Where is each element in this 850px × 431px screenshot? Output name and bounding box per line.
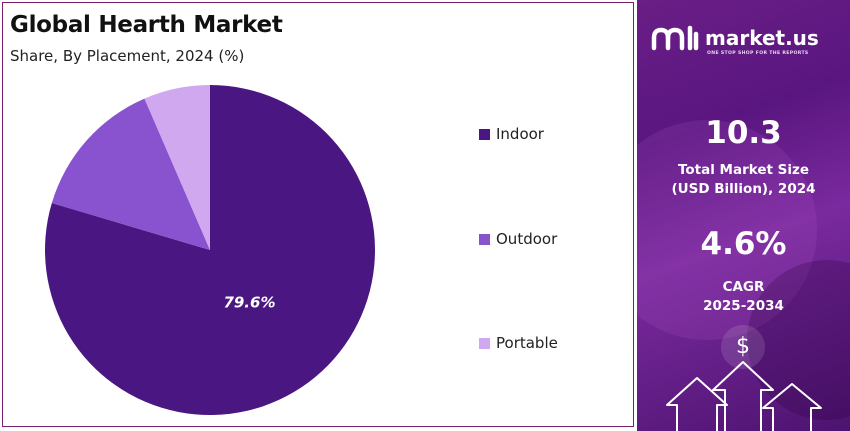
chart-title: Global Hearth Market (10, 12, 283, 38)
up-arrow-icon (666, 361, 822, 431)
legend-swatch-outdoor (479, 233, 490, 245)
up-arrow-icon (762, 383, 822, 431)
brand-tagline: ONE STOP SHOP FOR THE REPORTS (707, 51, 809, 56)
pie-chart: 79.6% (45, 85, 376, 416)
pie-slice-outdoor (51, 98, 211, 250)
pie-data-label-indoor: 79.6% (223, 293, 275, 311)
market-us-logo-icon (651, 25, 699, 51)
legend-item-indoor: Indoor (479, 125, 544, 143)
legend-label-indoor: Indoor (496, 125, 544, 143)
cagr-period: 2025-2034 (703, 298, 784, 314)
brand-name: market.us (705, 26, 819, 50)
chart-subtitle: Share, By Placement, 2024 (%) (10, 47, 245, 65)
stats-sidebar: market.us ONE STOP SHOP FOR THE REPORTS … (637, 0, 850, 431)
cagr-label: CAGR (722, 279, 765, 295)
market-size-label-unit: (USD Billion), 2024 (671, 181, 816, 197)
legend-swatch-portable (479, 337, 490, 349)
cagr-value: 4.6% (700, 226, 787, 262)
pie-slice-indoor (45, 85, 376, 416)
up-arrow-icon (712, 361, 774, 431)
growth-arrows (666, 361, 822, 431)
market-size-label: Total Market Size (677, 162, 810, 178)
brand-logo: market.us (651, 24, 819, 52)
legend-label-outdoor: Outdoor (496, 230, 558, 248)
legend-item-outdoor: Outdoor (479, 230, 557, 248)
up-arrow-icon (666, 377, 728, 431)
pie-slice-portable (144, 85, 210, 250)
legend-item-portable: Portable (479, 334, 558, 352)
market-size-value: 10.3 (705, 115, 782, 151)
decorative-circle (637, 120, 817, 340)
legend-swatch-indoor (479, 128, 490, 140)
legend-label-portable: Portable (496, 334, 558, 352)
